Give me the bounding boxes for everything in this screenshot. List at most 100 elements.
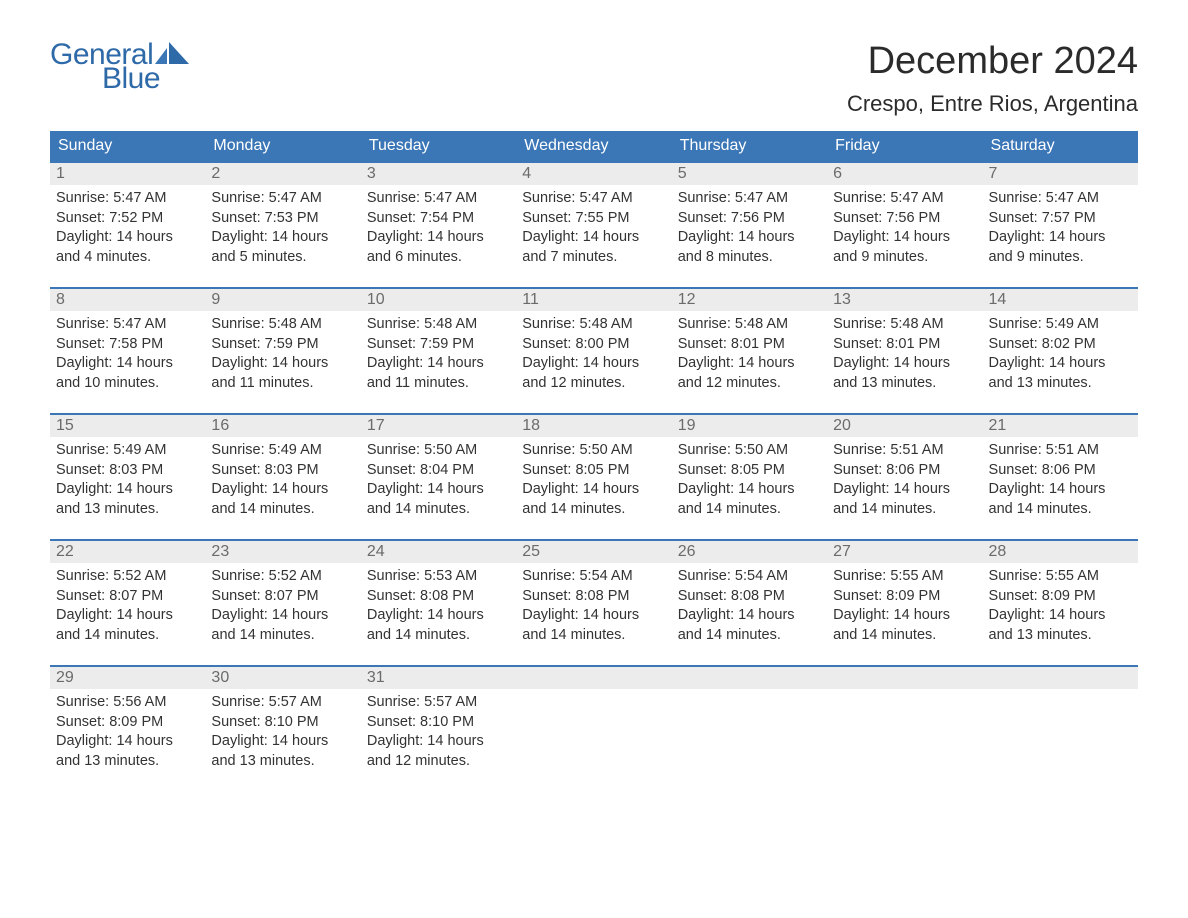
day-sr: Sunrise: 5:57 AM: [367, 693, 510, 713]
day-ss: Sunset: 8:02 PM: [989, 335, 1132, 355]
day-number: 15: [50, 415, 205, 437]
calendar-day-cell: 13Sunrise: 5:48 AMSunset: 8:01 PMDayligh…: [827, 289, 982, 399]
day-number: 9: [205, 289, 360, 311]
day-details: Sunrise: 5:48 AMSunset: 8:01 PMDaylight:…: [827, 311, 982, 393]
day-details: Sunrise: 5:49 AMSunset: 8:03 PMDaylight:…: [50, 437, 205, 519]
day-d1: Daylight: 14 hours: [833, 606, 976, 626]
day-details: Sunrise: 5:47 AMSunset: 7:53 PMDaylight:…: [205, 185, 360, 267]
day-details: Sunrise: 5:48 AMSunset: 7:59 PMDaylight:…: [205, 311, 360, 393]
day-sr: Sunrise: 5:48 AM: [833, 315, 976, 335]
day-d1: Daylight: 14 hours: [367, 606, 510, 626]
day-d1: Daylight: 14 hours: [522, 354, 665, 374]
calendar-day-cell: 30Sunrise: 5:57 AMSunset: 8:10 PMDayligh…: [205, 667, 360, 777]
day-number: 10: [361, 289, 516, 311]
day-ss: Sunset: 7:56 PM: [833, 209, 976, 229]
day-number: [516, 667, 671, 689]
day-number: 27: [827, 541, 982, 563]
day-ss: Sunset: 8:01 PM: [833, 335, 976, 355]
day-sr: Sunrise: 5:56 AM: [56, 693, 199, 713]
day-d1: Daylight: 14 hours: [678, 480, 821, 500]
day-sr: Sunrise: 5:49 AM: [211, 441, 354, 461]
calendar-day-cell: 12Sunrise: 5:48 AMSunset: 8:01 PMDayligh…: [672, 289, 827, 399]
day-details: Sunrise: 5:47 AMSunset: 7:56 PMDaylight:…: [672, 185, 827, 267]
calendar-day-cell: 29Sunrise: 5:56 AMSunset: 8:09 PMDayligh…: [50, 667, 205, 777]
day-number: 16: [205, 415, 360, 437]
day-d1: Daylight: 14 hours: [989, 480, 1132, 500]
day-number: 30: [205, 667, 360, 689]
day-sr: Sunrise: 5:51 AM: [833, 441, 976, 461]
day-ss: Sunset: 7:54 PM: [367, 209, 510, 229]
day-d2: and 8 minutes.: [678, 248, 821, 268]
day-d1: Daylight: 14 hours: [56, 606, 199, 626]
day-d2: and 6 minutes.: [367, 248, 510, 268]
day-details: Sunrise: 5:55 AMSunset: 8:09 PMDaylight:…: [827, 563, 982, 645]
day-d1: Daylight: 14 hours: [367, 228, 510, 248]
day-d1: Daylight: 14 hours: [678, 606, 821, 626]
day-number: 6: [827, 163, 982, 185]
day-d2: and 9 minutes.: [989, 248, 1132, 268]
day-ss: Sunset: 8:00 PM: [522, 335, 665, 355]
day-number: [672, 667, 827, 689]
calendar-day-cell: 11Sunrise: 5:48 AMSunset: 8:00 PMDayligh…: [516, 289, 671, 399]
day-sr: Sunrise: 5:48 AM: [367, 315, 510, 335]
dow-monday: Monday: [205, 131, 360, 161]
day-d2: and 13 minutes.: [56, 500, 199, 520]
day-d2: and 14 minutes.: [678, 626, 821, 646]
day-d1: Daylight: 14 hours: [56, 354, 199, 374]
day-d2: and 12 minutes.: [678, 374, 821, 394]
day-d2: and 14 minutes.: [56, 626, 199, 646]
day-d2: and 14 minutes.: [833, 500, 976, 520]
day-ss: Sunset: 8:07 PM: [211, 587, 354, 607]
day-details: Sunrise: 5:50 AMSunset: 8:05 PMDaylight:…: [672, 437, 827, 519]
calendar-week: 15Sunrise: 5:49 AMSunset: 8:03 PMDayligh…: [50, 413, 1138, 525]
calendar-day-cell: 16Sunrise: 5:49 AMSunset: 8:03 PMDayligh…: [205, 415, 360, 525]
day-number: 19: [672, 415, 827, 437]
day-d1: Daylight: 14 hours: [211, 732, 354, 752]
day-details: Sunrise: 5:54 AMSunset: 8:08 PMDaylight:…: [516, 563, 671, 645]
day-sr: Sunrise: 5:47 AM: [522, 189, 665, 209]
day-d2: and 14 minutes.: [678, 500, 821, 520]
day-details: Sunrise: 5:50 AMSunset: 8:05 PMDaylight:…: [516, 437, 671, 519]
day-d1: Daylight: 14 hours: [367, 480, 510, 500]
day-sr: Sunrise: 5:47 AM: [56, 315, 199, 335]
title-block: December 2024 Crespo, Entre Rios, Argent…: [847, 40, 1138, 117]
day-d1: Daylight: 14 hours: [211, 606, 354, 626]
day-ss: Sunset: 7:56 PM: [678, 209, 821, 229]
day-sr: Sunrise: 5:54 AM: [678, 567, 821, 587]
day-number: 7: [983, 163, 1138, 185]
calendar-day-cell: 21Sunrise: 5:51 AMSunset: 8:06 PMDayligh…: [983, 415, 1138, 525]
day-sr: Sunrise: 5:52 AM: [211, 567, 354, 587]
day-number: 28: [983, 541, 1138, 563]
day-number: [827, 667, 982, 689]
day-details: Sunrise: 5:51 AMSunset: 8:06 PMDaylight:…: [983, 437, 1138, 519]
calendar-week: 22Sunrise: 5:52 AMSunset: 8:07 PMDayligh…: [50, 539, 1138, 651]
day-details: Sunrise: 5:56 AMSunset: 8:09 PMDaylight:…: [50, 689, 205, 771]
day-ss: Sunset: 8:10 PM: [367, 713, 510, 733]
day-ss: Sunset: 8:08 PM: [522, 587, 665, 607]
day-d1: Daylight: 14 hours: [56, 732, 199, 752]
calendar-day-cell: 7Sunrise: 5:47 AMSunset: 7:57 PMDaylight…: [983, 163, 1138, 273]
day-number: 31: [361, 667, 516, 689]
day-number: 23: [205, 541, 360, 563]
calendar-day-cell: [672, 667, 827, 777]
day-d2: and 11 minutes.: [367, 374, 510, 394]
day-number: 1: [50, 163, 205, 185]
day-sr: Sunrise: 5:50 AM: [678, 441, 821, 461]
calendar-week: 8Sunrise: 5:47 AMSunset: 7:58 PMDaylight…: [50, 287, 1138, 399]
day-ss: Sunset: 8:05 PM: [678, 461, 821, 481]
day-number: 3: [361, 163, 516, 185]
calendar-day-cell: [516, 667, 671, 777]
day-d2: and 14 minutes.: [367, 500, 510, 520]
day-number: 22: [50, 541, 205, 563]
day-d1: Daylight: 14 hours: [833, 480, 976, 500]
day-d2: and 13 minutes.: [833, 374, 976, 394]
day-d1: Daylight: 14 hours: [989, 606, 1132, 626]
day-number: 25: [516, 541, 671, 563]
day-d2: and 14 minutes.: [989, 500, 1132, 520]
day-ss: Sunset: 7:52 PM: [56, 209, 199, 229]
dow-friday: Friday: [827, 131, 982, 161]
day-details: Sunrise: 5:48 AMSunset: 8:01 PMDaylight:…: [672, 311, 827, 393]
day-number: 13: [827, 289, 982, 311]
day-ss: Sunset: 7:57 PM: [989, 209, 1132, 229]
day-details: Sunrise: 5:47 AMSunset: 7:57 PMDaylight:…: [983, 185, 1138, 267]
